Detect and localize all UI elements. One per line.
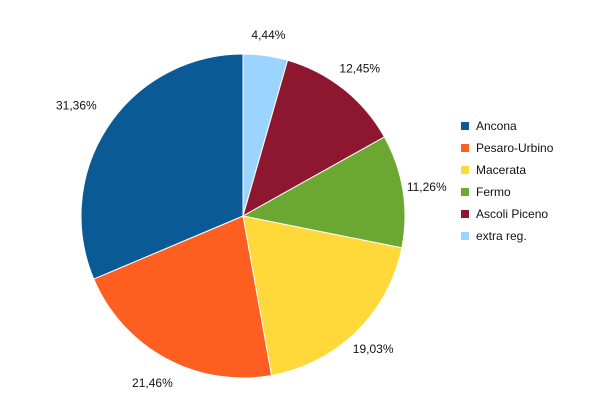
pie-slice-fermo — [241, 136, 406, 249]
legend-item-ancona: Ancona — [461, 119, 517, 133]
legend-swatch — [461, 232, 469, 240]
slice-label-extra-reg: 4,44% — [251, 28, 285, 42]
legend-label: Pesaro-Urbino — [476, 141, 554, 155]
legend-item-macerata: Macerata — [461, 163, 526, 177]
legend-item-fermo: Fermo — [461, 185, 511, 199]
legend-swatch — [461, 144, 469, 152]
pie-slices — [80, 53, 406, 379]
slice-label-pesaro-urbino: 21,46% — [132, 376, 173, 390]
pie-slice-ascoli-piceno — [242, 59, 386, 218]
legend-swatch — [461, 188, 469, 196]
slice-label-ancona: 31,36% — [56, 98, 97, 112]
slice-label-fermo: 11,26% — [407, 180, 447, 194]
pie-slice-pesaro-urbino — [93, 215, 273, 379]
slice-labels: 4,44% 12,45% 11,26% 19,03% 21,46% 31,36% — [56, 28, 447, 390]
legend-label: extra reg. — [476, 229, 527, 243]
legend-label: Ascoli Piceno — [476, 207, 548, 221]
legend: Ancona Pesaro-Urbino Macerata Fermo Ascoli P… — [461, 119, 554, 243]
legend-label: Ancona — [476, 119, 517, 133]
pie-slice-macerata — [242, 215, 403, 377]
legend-item-ascoli-piceno: Ascoli Piceno — [461, 207, 548, 221]
legend-item-pesaro-urbino: Pesaro-Urbino — [461, 141, 554, 155]
legend-label: Fermo — [476, 185, 511, 199]
slice-label-macerata: 19,03% — [353, 342, 394, 356]
legend-label: Macerata — [476, 163, 526, 177]
legend-item-extra-reg: extra reg. — [461, 229, 527, 243]
legend-swatch — [461, 166, 469, 174]
slice-label-ascoli-piceno: 12,45% — [339, 62, 380, 76]
legend-swatch — [461, 210, 469, 218]
legend-swatch — [461, 122, 469, 130]
pie-slice-ancona — [80, 53, 244, 280]
